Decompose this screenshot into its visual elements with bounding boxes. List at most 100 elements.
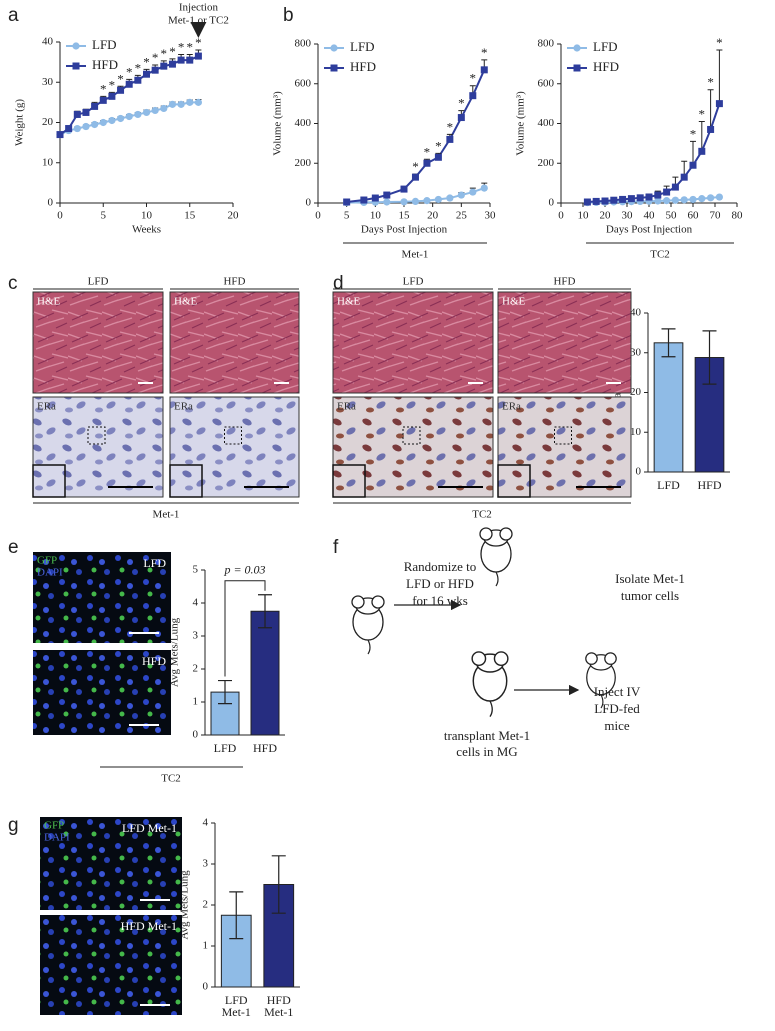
- significance-mark: *: [178, 39, 185, 54]
- significance-mark: *: [109, 77, 116, 92]
- micrograph: [40, 915, 182, 1015]
- marker: [383, 198, 391, 206]
- marker: [73, 110, 81, 118]
- micrograph: [33, 552, 171, 643]
- x-tick-label: 15: [184, 210, 196, 222]
- panel-label: d: [333, 273, 344, 294]
- channel-label: GFP: [37, 555, 57, 567]
- stain-label: H&E: [174, 296, 198, 308]
- marker: [143, 70, 150, 78]
- micrograph: [169, 291, 300, 394]
- condition-label: HFD: [142, 654, 166, 668]
- significance-mark: *: [481, 45, 488, 60]
- marker: [134, 76, 142, 84]
- panel-label: e: [8, 537, 19, 558]
- x-tick-label: LFD Met-1: [222, 993, 251, 1019]
- legend-label: LFD: [92, 37, 117, 52]
- x-tick-label: 0: [315, 210, 321, 222]
- marker: [645, 193, 653, 201]
- y-tick-label: 20: [630, 386, 642, 398]
- y-tick-label: 4: [203, 817, 209, 829]
- y-tick-label: 0: [48, 197, 54, 209]
- marker: [434, 153, 442, 161]
- stain-label: ERa: [174, 401, 193, 413]
- x-tick-label: 30: [622, 210, 634, 222]
- marker: [680, 196, 688, 204]
- x-tick-label: 40: [644, 210, 656, 222]
- condition-label: LFD: [88, 276, 109, 288]
- diagram-text: LFD-fed: [594, 701, 640, 716]
- diagram-text: tumor cells: [621, 588, 679, 603]
- marker: [125, 80, 133, 88]
- significance-mark: *: [117, 71, 124, 86]
- marker: [177, 100, 185, 108]
- y-axis-title: Volume (mm³): [272, 91, 284, 156]
- marker: [636, 194, 644, 202]
- legend-marker: [330, 44, 338, 52]
- error-bar: [661, 328, 676, 358]
- bar: [210, 691, 240, 736]
- significance-mark: *: [169, 44, 176, 59]
- condition-label: LFD: [143, 556, 166, 570]
- marker: [411, 173, 419, 181]
- inset: [169, 464, 203, 498]
- x-tick-label: 60: [688, 210, 700, 222]
- marker: [592, 197, 600, 205]
- marker: [65, 125, 73, 133]
- marker: [134, 110, 142, 119]
- marker: [707, 125, 715, 133]
- micrograph: [33, 650, 171, 735]
- significance-mark: *: [707, 75, 714, 90]
- mouse-icon: [351, 595, 385, 655]
- y-tick-label: 0: [549, 197, 555, 209]
- y-tick-label: 800: [538, 38, 555, 50]
- marker: [160, 62, 168, 70]
- bar: [653, 342, 684, 473]
- marker: [469, 188, 477, 196]
- stain-label: ERa: [37, 401, 56, 413]
- error-bar: [690, 140, 696, 166]
- error-bar: [698, 121, 705, 152]
- legend-label: LFD: [350, 39, 375, 54]
- significance-mark: *: [187, 39, 194, 54]
- diagram-text: LFD or HFD: [406, 576, 474, 591]
- significance-mark: *: [447, 119, 454, 134]
- x-tick-label: 10: [141, 210, 153, 222]
- marker: [142, 108, 151, 117]
- marker: [151, 66, 159, 74]
- marker: [117, 86, 125, 94]
- group-label: Met-1: [402, 249, 429, 261]
- marker: [480, 66, 488, 74]
- diagram: [351, 527, 617, 718]
- error-bar: [271, 855, 286, 914]
- marker: [186, 98, 194, 106]
- marker: [457, 114, 465, 122]
- stain-label: H&E: [502, 296, 526, 308]
- x-tick-label: 20: [600, 210, 612, 222]
- x-tick-label: 0: [558, 210, 564, 222]
- marker: [434, 195, 442, 204]
- y-tick-label: 0: [203, 981, 209, 993]
- significance-mark: *: [435, 138, 442, 153]
- marker: [671, 196, 680, 204]
- significance-mark: *: [716, 35, 723, 50]
- significance-mark: *: [126, 64, 133, 79]
- stain-label: H&E: [337, 296, 361, 308]
- panel-label: a: [8, 5, 19, 26]
- marker: [360, 196, 368, 204]
- panel-label: f: [333, 537, 339, 558]
- y-tick-label: 5: [193, 564, 199, 576]
- significance-mark: *: [135, 60, 142, 75]
- x-tick-label: 10: [370, 210, 382, 222]
- marker: [469, 92, 477, 100]
- y-tick-label: 0: [636, 466, 642, 478]
- inset: [332, 464, 366, 498]
- diagram-text: Inject IV: [594, 684, 641, 699]
- marker: [99, 118, 107, 127]
- group-label: Met-1: [153, 509, 180, 521]
- group-label: TC2: [472, 509, 492, 521]
- group-label: TC2: [650, 249, 670, 261]
- condition-label: LFD: [403, 276, 424, 288]
- annotation: Met-1 or TC2: [168, 15, 229, 27]
- significance-mark: *: [152, 50, 159, 65]
